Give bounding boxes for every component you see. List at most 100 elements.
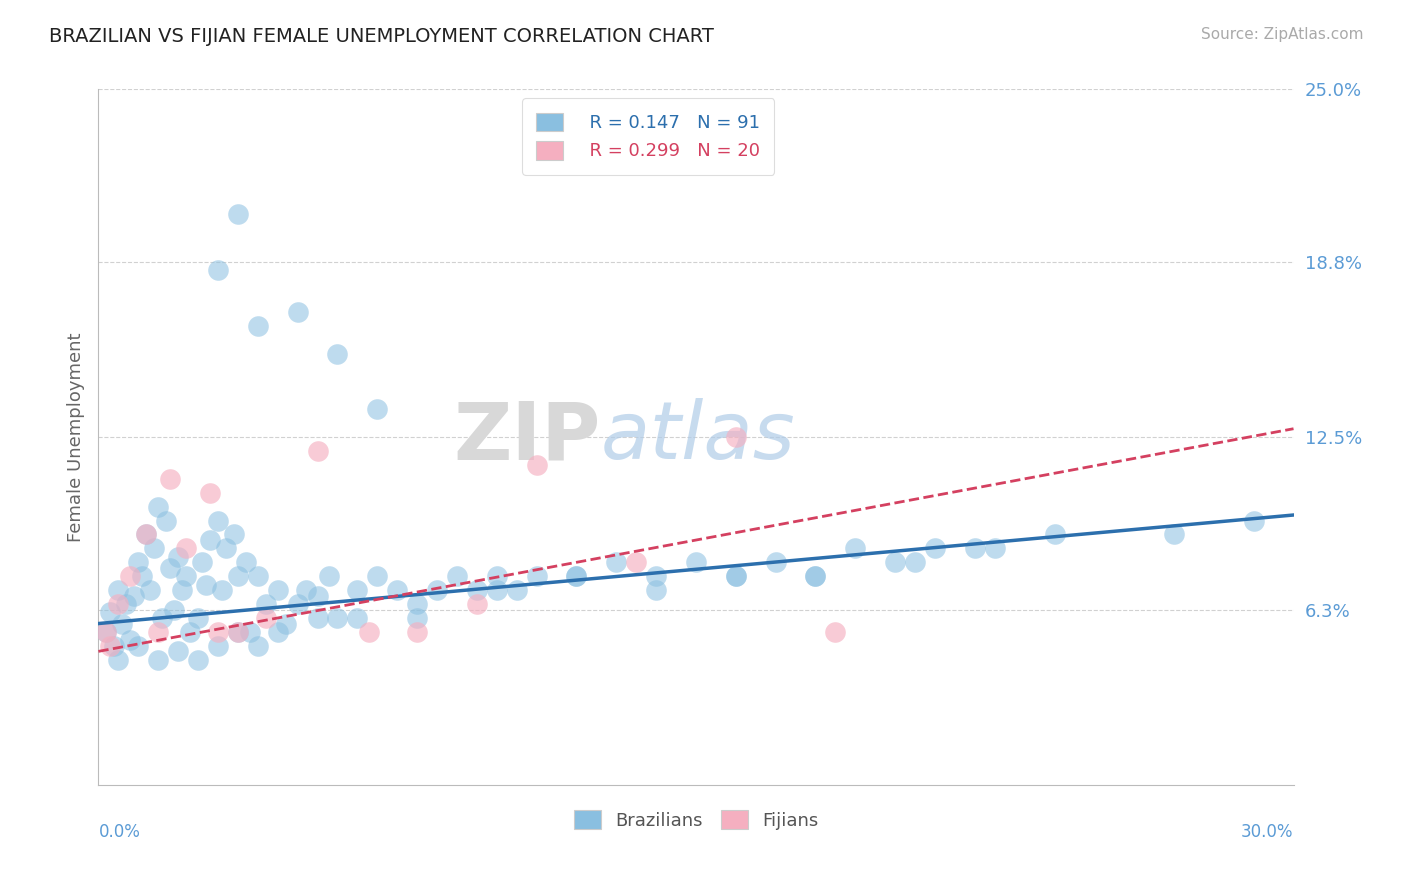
Point bbox=[724, 430, 747, 444]
Point bbox=[207, 639, 229, 653]
Point bbox=[163, 602, 186, 616]
Point bbox=[127, 555, 149, 569]
Point bbox=[215, 541, 238, 556]
Point bbox=[724, 569, 747, 583]
Point bbox=[765, 555, 787, 569]
Point bbox=[254, 597, 277, 611]
Point bbox=[246, 318, 269, 333]
Point bbox=[1043, 527, 1066, 541]
Point bbox=[131, 569, 153, 583]
Point bbox=[115, 597, 138, 611]
Point bbox=[526, 569, 548, 583]
Point bbox=[307, 589, 329, 603]
Point bbox=[143, 541, 166, 556]
Point bbox=[645, 569, 668, 583]
Point bbox=[1163, 527, 1185, 541]
Point bbox=[446, 569, 468, 583]
Point bbox=[172, 583, 194, 598]
Point bbox=[645, 583, 668, 598]
Point bbox=[605, 555, 627, 569]
Point bbox=[174, 569, 197, 583]
Point bbox=[267, 583, 290, 598]
Point bbox=[963, 541, 986, 556]
Point bbox=[246, 569, 269, 583]
Point bbox=[526, 458, 548, 472]
Point bbox=[226, 569, 249, 583]
Text: 0.0%: 0.0% bbox=[98, 823, 141, 841]
Point bbox=[904, 555, 927, 569]
Point bbox=[174, 541, 197, 556]
Point bbox=[307, 444, 329, 458]
Point bbox=[150, 611, 173, 625]
Point bbox=[565, 569, 588, 583]
Point bbox=[195, 577, 218, 591]
Point bbox=[187, 653, 209, 667]
Point bbox=[366, 402, 388, 417]
Point bbox=[287, 305, 309, 319]
Point bbox=[222, 527, 245, 541]
Point bbox=[207, 514, 229, 528]
Y-axis label: Female Unemployment: Female Unemployment bbox=[66, 333, 84, 541]
Point bbox=[406, 597, 429, 611]
Point bbox=[198, 533, 221, 547]
Point bbox=[135, 527, 157, 541]
Point bbox=[346, 611, 368, 625]
Point bbox=[318, 569, 340, 583]
Point bbox=[824, 624, 846, 639]
Point bbox=[120, 633, 142, 648]
Point bbox=[626, 555, 648, 569]
Point bbox=[326, 346, 349, 360]
Point bbox=[246, 639, 269, 653]
Point bbox=[239, 624, 262, 639]
Point bbox=[267, 624, 290, 639]
Point bbox=[465, 583, 488, 598]
Point bbox=[96, 624, 118, 639]
Point bbox=[226, 624, 249, 639]
Point bbox=[406, 624, 429, 639]
Point bbox=[148, 624, 170, 639]
Text: atlas: atlas bbox=[600, 398, 796, 476]
Point bbox=[207, 624, 229, 639]
Point bbox=[148, 653, 170, 667]
Point bbox=[148, 500, 170, 514]
Point bbox=[426, 583, 449, 598]
Point bbox=[326, 611, 349, 625]
Point bbox=[385, 583, 409, 598]
Point bbox=[98, 639, 122, 653]
Text: Source: ZipAtlas.com: Source: ZipAtlas.com bbox=[1201, 27, 1364, 42]
Point bbox=[235, 555, 257, 569]
Point bbox=[96, 624, 118, 639]
Point bbox=[294, 583, 316, 598]
Point bbox=[111, 616, 134, 631]
Point bbox=[287, 597, 309, 611]
Point bbox=[485, 569, 508, 583]
Point bbox=[107, 583, 129, 598]
Point bbox=[804, 569, 827, 583]
Text: BRAZILIAN VS FIJIAN FEMALE UNEMPLOYMENT CORRELATION CHART: BRAZILIAN VS FIJIAN FEMALE UNEMPLOYMENT … bbox=[49, 27, 714, 45]
Point bbox=[254, 611, 277, 625]
Point bbox=[139, 583, 162, 598]
Point bbox=[406, 611, 429, 625]
Legend: Brazilians, Fijians: Brazilians, Fijians bbox=[565, 801, 827, 838]
Point bbox=[346, 583, 368, 598]
Point bbox=[804, 569, 827, 583]
Point bbox=[159, 561, 181, 575]
Point bbox=[124, 589, 146, 603]
Point bbox=[98, 606, 122, 620]
Point bbox=[207, 263, 229, 277]
Point bbox=[924, 541, 946, 556]
Point bbox=[685, 555, 707, 569]
Point bbox=[984, 541, 1007, 556]
Point bbox=[226, 624, 249, 639]
Point bbox=[159, 472, 181, 486]
Point bbox=[191, 555, 214, 569]
Point bbox=[179, 624, 201, 639]
Text: 30.0%: 30.0% bbox=[1241, 823, 1294, 841]
Point bbox=[485, 583, 508, 598]
Point bbox=[187, 611, 209, 625]
Point bbox=[211, 583, 233, 598]
Point bbox=[198, 485, 221, 500]
Point bbox=[359, 624, 381, 639]
Point bbox=[127, 639, 149, 653]
Point bbox=[274, 616, 297, 631]
